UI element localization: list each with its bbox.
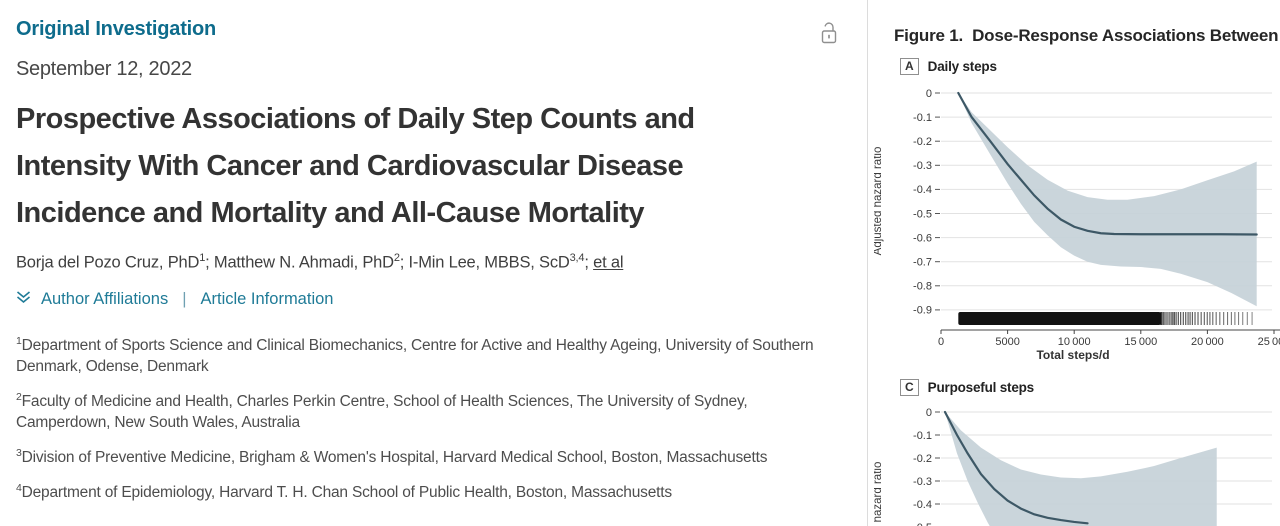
svg-text:5000: 5000 xyxy=(995,336,1019,348)
svg-text:Total steps/d: Total steps/d xyxy=(1036,348,1109,362)
author-list: Borja del Pozo Cruz, PhD1; Matthew N. Ah… xyxy=(16,252,624,272)
affiliation-list: 1Department of Sports Science and Clinic… xyxy=(16,331,842,504)
article-information-link[interactable]: Article Information xyxy=(200,289,334,308)
et-al-link[interactable]: et al xyxy=(593,253,624,272)
affiliation-item: 2Faculty of Medicine and Health, Charles… xyxy=(16,390,748,431)
article-type-label[interactable]: Original Investigation xyxy=(16,18,217,40)
publication-date: September 12, 2022 xyxy=(16,58,192,80)
svg-text:-0.6: -0.6 xyxy=(913,232,932,244)
figure-column: Figure 1. Dose-Response Associations Bet… xyxy=(867,0,1280,526)
author[interactable]: Borja del Pozo Cruz, PhD xyxy=(16,253,200,272)
svg-text:0: 0 xyxy=(926,88,932,100)
panel-a-header: A Daily steps xyxy=(900,58,997,75)
svg-text:Adjusted hazard ratio: Adjusted hazard ratio xyxy=(874,462,884,526)
svg-text:-0.4: -0.4 xyxy=(913,499,932,511)
svg-text:-0.7: -0.7 xyxy=(913,257,932,269)
svg-text:-0.4: -0.4 xyxy=(913,184,932,196)
article-title: Prospective Associations of Daily Step C… xyxy=(16,103,695,229)
svg-text:-0.2: -0.2 xyxy=(913,453,932,465)
affiliation-item: 3Division of Preventive Medicine, Brigha… xyxy=(16,446,768,466)
panel-a-label: Daily steps xyxy=(927,59,997,74)
panel-c-header: C Purposeful steps xyxy=(900,379,1034,396)
svg-text:-0.9: -0.9 xyxy=(913,305,932,317)
author-sup: 1 xyxy=(199,252,206,264)
author[interactable]: Matthew N. Ahmadi, PhD xyxy=(213,253,394,272)
author-sup: 3,4 xyxy=(569,252,585,264)
svg-text:-0.5: -0.5 xyxy=(913,208,932,220)
author-sup: 2 xyxy=(393,252,400,264)
svg-text:10 000: 10 000 xyxy=(1058,336,1091,348)
open-access-lock-icon xyxy=(818,20,840,52)
svg-text:Adjusted hazard ratio: Adjusted hazard ratio xyxy=(874,147,884,256)
chart-daily-steps: 0 -0.1 -0.2 -0.3 -0.4 -0.5 -0.6 -0.7 -0.8 -0.9 Adj… xyxy=(872,85,1280,365)
panel-c-label: Purposeful steps xyxy=(927,380,1035,395)
svg-text:-0.3: -0.3 xyxy=(913,160,932,172)
svg-text:-0.5: -0.5 xyxy=(913,522,932,526)
svg-text:15 000: 15 000 xyxy=(1124,336,1157,348)
double-chevron-down-icon xyxy=(16,290,31,309)
svg-text:20 000: 20 000 xyxy=(1191,336,1224,348)
article-meta-links: Author Affiliations | Article Informatio… xyxy=(16,290,841,309)
article-header: Original Investigation September 12, 202… xyxy=(16,18,842,504)
affiliation-item: 4Department of Epidemiology, Harvard T. … xyxy=(16,481,672,502)
link-separator: | xyxy=(182,289,187,308)
figure-title: Figure 1. Dose-Response Associations Bet… xyxy=(894,26,1280,45)
svg-text:-0.8: -0.8 xyxy=(913,281,932,293)
svg-text:-0.3: -0.3 xyxy=(913,476,932,488)
panel-c-key: C xyxy=(900,379,919,396)
svg-text:-0.1: -0.1 xyxy=(913,430,932,442)
author[interactable]: I-Min Lee, MBBS, ScD xyxy=(408,253,570,272)
panel-a-key: A xyxy=(900,58,919,75)
chart-purposeful-steps: 0 -0.1 -0.2 -0.3 -0.4 -0.5 Adjusted hazard rat… xyxy=(872,396,1280,526)
svg-text:25 000: 25 000 xyxy=(1258,336,1280,348)
svg-text:-0.1: -0.1 xyxy=(913,112,932,124)
affiliation-item: 1Department of Sports Science and Clinic… xyxy=(16,334,814,375)
author-affiliations-link[interactable]: Author Affiliations xyxy=(41,289,169,308)
svg-text:0: 0 xyxy=(938,336,944,348)
svg-text:-0.2: -0.2 xyxy=(913,136,932,148)
svg-text:0: 0 xyxy=(926,407,932,419)
